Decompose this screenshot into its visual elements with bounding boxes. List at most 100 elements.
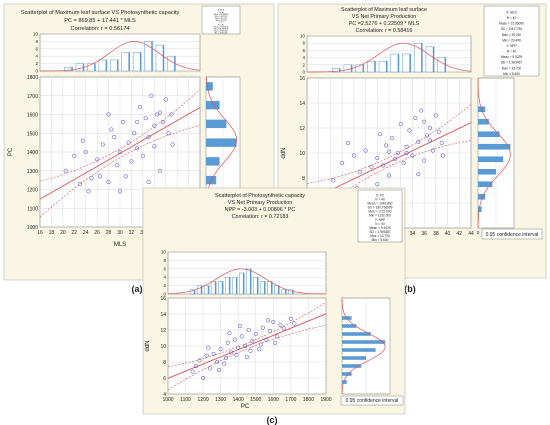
data-point (427, 125, 433, 131)
top-histogram-tick-label: 2 (163, 283, 166, 288)
data-point (201, 375, 206, 381)
side-histogram-bar (342, 372, 352, 376)
panel-header-line: Correlation: r = 0.56174 (71, 26, 130, 32)
side-histogram-bar (478, 206, 482, 213)
data-point (425, 133, 430, 138)
top-histogram-bar-shade (263, 281, 266, 294)
data-point (281, 326, 286, 331)
side-histogram-normal-curve (477, 78, 511, 229)
data-point (129, 159, 134, 164)
data-point (244, 355, 250, 360)
top-histogram-bar-shade (385, 61, 388, 72)
top-histogram-bar-shade (105, 59, 107, 71)
data-point (206, 345, 211, 350)
data-point (146, 179, 151, 185)
stats-line: SD = 5.817754 (215, 16, 227, 18)
y-tick-label: 10 (299, 151, 305, 157)
x-tick-label: 32 (129, 230, 135, 236)
data-point (194, 363, 199, 369)
data-point (427, 138, 433, 143)
side-histogram-bar (478, 193, 486, 200)
side-histogram-bar (342, 380, 347, 384)
top-histogram-tick-label: 10 (300, 34, 306, 39)
top-histogram-tick-label: 2 (302, 62, 305, 67)
stats-line: SD = 180.760909 (368, 206, 393, 210)
data-point (146, 134, 151, 140)
top-histogram-tick-label: 10 (33, 32, 39, 37)
data-point (211, 351, 216, 357)
x-tick-label: 42 (457, 231, 463, 237)
x-tick-label: 18 (49, 230, 55, 236)
top-histogram-bar-shade (278, 285, 280, 294)
stats-line: Max = 1731.000 (369, 210, 392, 214)
data-point (236, 345, 241, 350)
panel-header-line: Correlation: r = 0.58416 (356, 28, 413, 34)
data-point (404, 150, 409, 156)
top-histogram-normal-curve (307, 42, 472, 73)
y-tick-label: 4 (163, 392, 166, 398)
top-histogram-tick-label: 8 (35, 39, 38, 44)
top-histogram-bar (390, 53, 400, 73)
data-point (419, 108, 424, 113)
data-point (218, 347, 223, 352)
data-point (258, 342, 264, 347)
data-point (123, 174, 128, 179)
regression-line (39, 107, 201, 200)
stats-line: N = 40 (507, 50, 517, 54)
stats-box (483, 5, 540, 77)
data-point (169, 112, 174, 117)
panel-header-line: Scatterplot of Maximum leaf surface VS P… (21, 10, 180, 16)
y-tick-label: 10 (160, 344, 166, 350)
panel-3: Scatterplot of Photosynthetic capacityVS… (142, 187, 406, 415)
top-histogram-tick-label: 4 (163, 275, 166, 280)
x-tick-label: 1800 (303, 397, 314, 403)
data-point (386, 149, 392, 154)
x-tick-label: 1000 (162, 397, 173, 403)
x-axis-label: MLS (114, 242, 126, 248)
data-point (216, 367, 221, 373)
data-point (152, 144, 157, 149)
y-tick-label: 1400 (27, 150, 38, 156)
x-tick-label: 24 (83, 230, 89, 236)
top-histogram-bar (425, 46, 435, 73)
stats-line: SD = 1.993457 (501, 61, 523, 65)
top-histogram-bar-shade (362, 64, 364, 72)
data-point (132, 131, 137, 136)
data-point (95, 157, 100, 162)
side-histogram-normal-curve (341, 298, 386, 395)
top-histogram-bar-shade (242, 273, 245, 294)
data-point (378, 132, 383, 137)
data-point (250, 339, 255, 344)
top-histogram-tick-label: 6 (35, 46, 38, 51)
y-tick-label: 1700 (27, 94, 38, 100)
side-histogram-bar (478, 118, 489, 125)
stats-line: Min = 5.600 (503, 72, 520, 76)
data-point (257, 347, 262, 352)
top-histogram-bar (288, 289, 294, 295)
top-histogram-tick-label: 0 (35, 69, 38, 74)
data-point (157, 110, 163, 115)
top-histogram-tick-label: 10 (161, 250, 167, 255)
y-tick-label: 1300 (27, 169, 38, 175)
data-point (369, 164, 374, 169)
data-point (149, 93, 154, 98)
stats-line: Mean = 1442.800 (214, 26, 229, 28)
data-point (126, 140, 131, 145)
top-histogram-bar (402, 53, 411, 73)
stats-line: N = 40 (218, 24, 224, 26)
data-point (246, 327, 251, 333)
x-tick-label: 1100 (180, 397, 191, 403)
y-tick-label: 12 (299, 126, 305, 132)
data-point (392, 157, 397, 162)
y-tick-label: 1200 (27, 188, 38, 194)
data-point (117, 189, 123, 194)
data-point (117, 149, 123, 155)
data-point (115, 163, 120, 168)
panel-header-line: VS Net Primary Production (228, 200, 292, 206)
panel-header-line: PC = 869.85 + 17.441 * MLS (64, 18, 136, 24)
data-point (152, 123, 157, 128)
top-histogram-bar-shade (270, 281, 273, 294)
legend-box (340, 395, 404, 406)
side-histogram-bar (206, 100, 220, 110)
side-histogram-bar (206, 138, 237, 147)
